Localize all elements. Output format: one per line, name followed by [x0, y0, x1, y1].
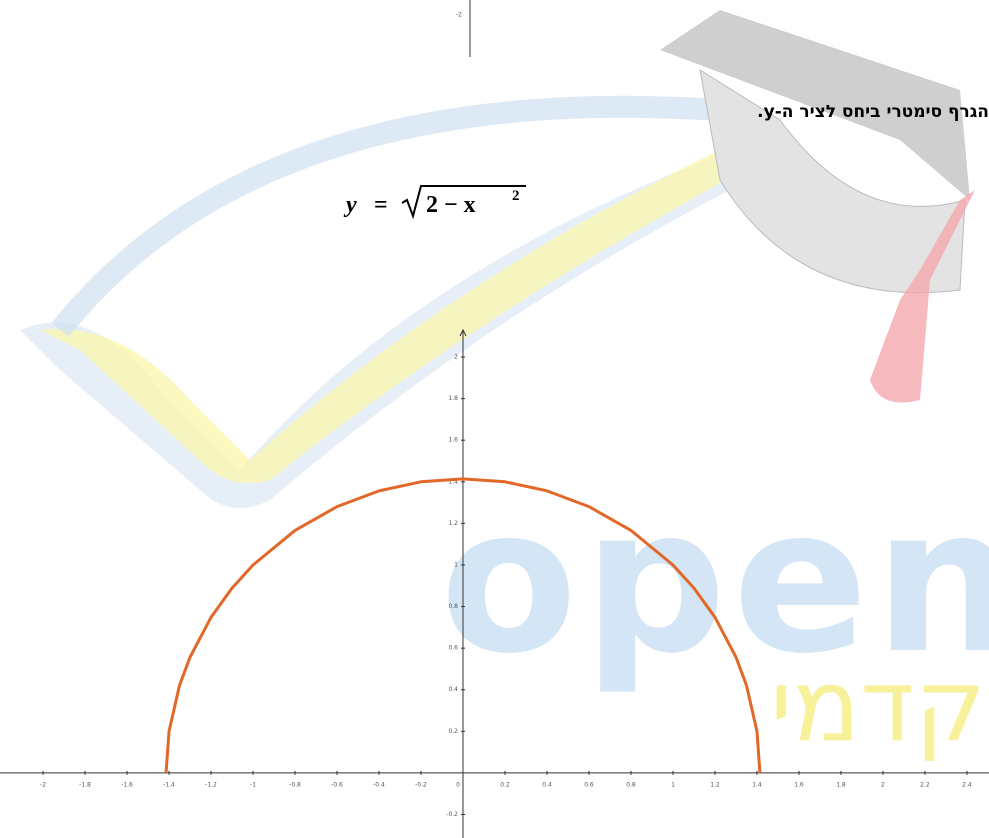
y-tick-label: 0.6 [448, 645, 458, 652]
x-tick-label: -2 [40, 781, 46, 788]
x-tick-label: 1.8 [836, 781, 846, 788]
x-tick-label: -1.8 [79, 781, 91, 788]
y-tick-label: -0.2 [446, 811, 458, 818]
y-tick-label: 2 [454, 354, 458, 361]
y-tick-label: 0.2 [448, 728, 458, 735]
statement: הגרף סימטרי ביחס לציר ה-y. [757, 102, 989, 122]
x-tick-label: -0.8 [289, 781, 301, 788]
formula-exponent: 2 [512, 188, 520, 204]
x-tick-label: 1.2 [710, 781, 720, 788]
y-tick-label: 1.6 [448, 437, 458, 444]
page: openbook המרכז לקידום אקדמי -2 הגרף סימט… [0, 0, 989, 838]
x-tick-label: 0.4 [542, 781, 552, 788]
x-tick-label: -0.2 [415, 781, 427, 788]
x-tick-label: -1.4 [163, 781, 175, 788]
x-tick-label: 0.2 [500, 781, 510, 788]
upper-tick-label: -2 [456, 12, 462, 19]
x-tick-label: -1.2 [205, 781, 217, 788]
x-tick-label: 0.6 [584, 781, 594, 788]
x-tick-label: -1 [250, 781, 256, 788]
y-tick-label: 1.2 [448, 520, 458, 527]
y-tick-label: 0.4 [448, 686, 458, 693]
formula-lhs: y [343, 192, 357, 218]
x-tick-label: 0.8 [626, 781, 636, 788]
formula-radicand: 2 − x [426, 192, 476, 218]
y-tick-label: 1.8 [448, 395, 458, 402]
formula-equals: = [374, 192, 388, 218]
x-tick-label: -1.6 [121, 781, 133, 788]
formula: y = 2 − x 2 [343, 186, 526, 218]
x-tick-label: 0 [456, 781, 460, 788]
x-tick-label: 1.6 [794, 781, 804, 788]
watermark-tagline: המרכז לקידום אקדמי [770, 647, 989, 764]
y-tick-label: 0.8 [448, 603, 458, 610]
x-tick-label: 2.4 [962, 781, 972, 788]
x-tick-label: -0.4 [373, 781, 385, 788]
x-tick-label: 1 [671, 781, 675, 788]
y-tick-label: 1 [454, 561, 458, 568]
x-tick-label: -0.6 [331, 781, 343, 788]
x-tick-label: 1.4 [752, 781, 762, 788]
x-tick-label: 2 [881, 781, 885, 788]
x-tick-label: 2.2 [920, 781, 930, 788]
